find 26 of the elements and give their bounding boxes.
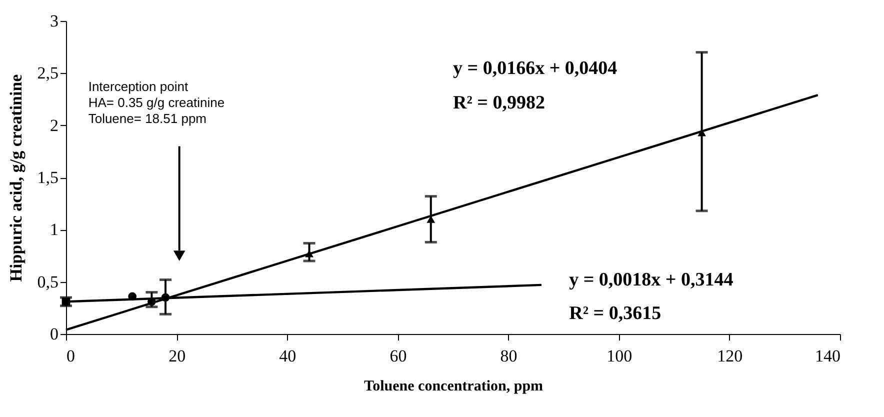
x-tick-label: 120 — [717, 346, 743, 366]
x-tick-label: 140 — [815, 346, 840, 366]
point — [128, 292, 137, 301]
point — [148, 297, 156, 306]
x-tick-label: 100 — [606, 346, 632, 366]
y-tick-label: 1,5 — [37, 168, 58, 187]
annotation: R² = 0,3615 — [569, 303, 662, 324]
x-tick-label: 0 — [66, 346, 75, 366]
y-tick-label: 3 — [50, 12, 58, 30]
x-tick-label: 40 — [279, 346, 296, 366]
x-axis-title: Toluene concentration, ppm — [364, 378, 544, 394]
x-tick-label: 80 — [500, 346, 518, 366]
x-tick-label: 20 — [168, 346, 186, 366]
annotation: Interception point HA= 0.35 g/g creatinine Toluene= 18.51 ppm — [88, 79, 225, 126]
y-axis-title: Hippuric acid, g/g creatinine — [6, 74, 26, 282]
x-tick-label: 60 — [390, 346, 407, 366]
y-tick-label: 0,5 — [37, 272, 58, 292]
annotation: R² = 0,9982 — [453, 92, 545, 114]
y-tick-label: 0 — [50, 324, 58, 344]
y-tick-label: 2,5 — [37, 64, 58, 83]
y-tick-label: 1 — [50, 220, 58, 240]
annotation: y = 0,0166x + 0,0404 — [453, 58, 618, 79]
annotation: y = 0,0018x + 0,3144 — [569, 270, 734, 291]
point — [305, 250, 314, 258]
point — [161, 293, 170, 302]
y-tick-label: 2 — [50, 116, 58, 135]
